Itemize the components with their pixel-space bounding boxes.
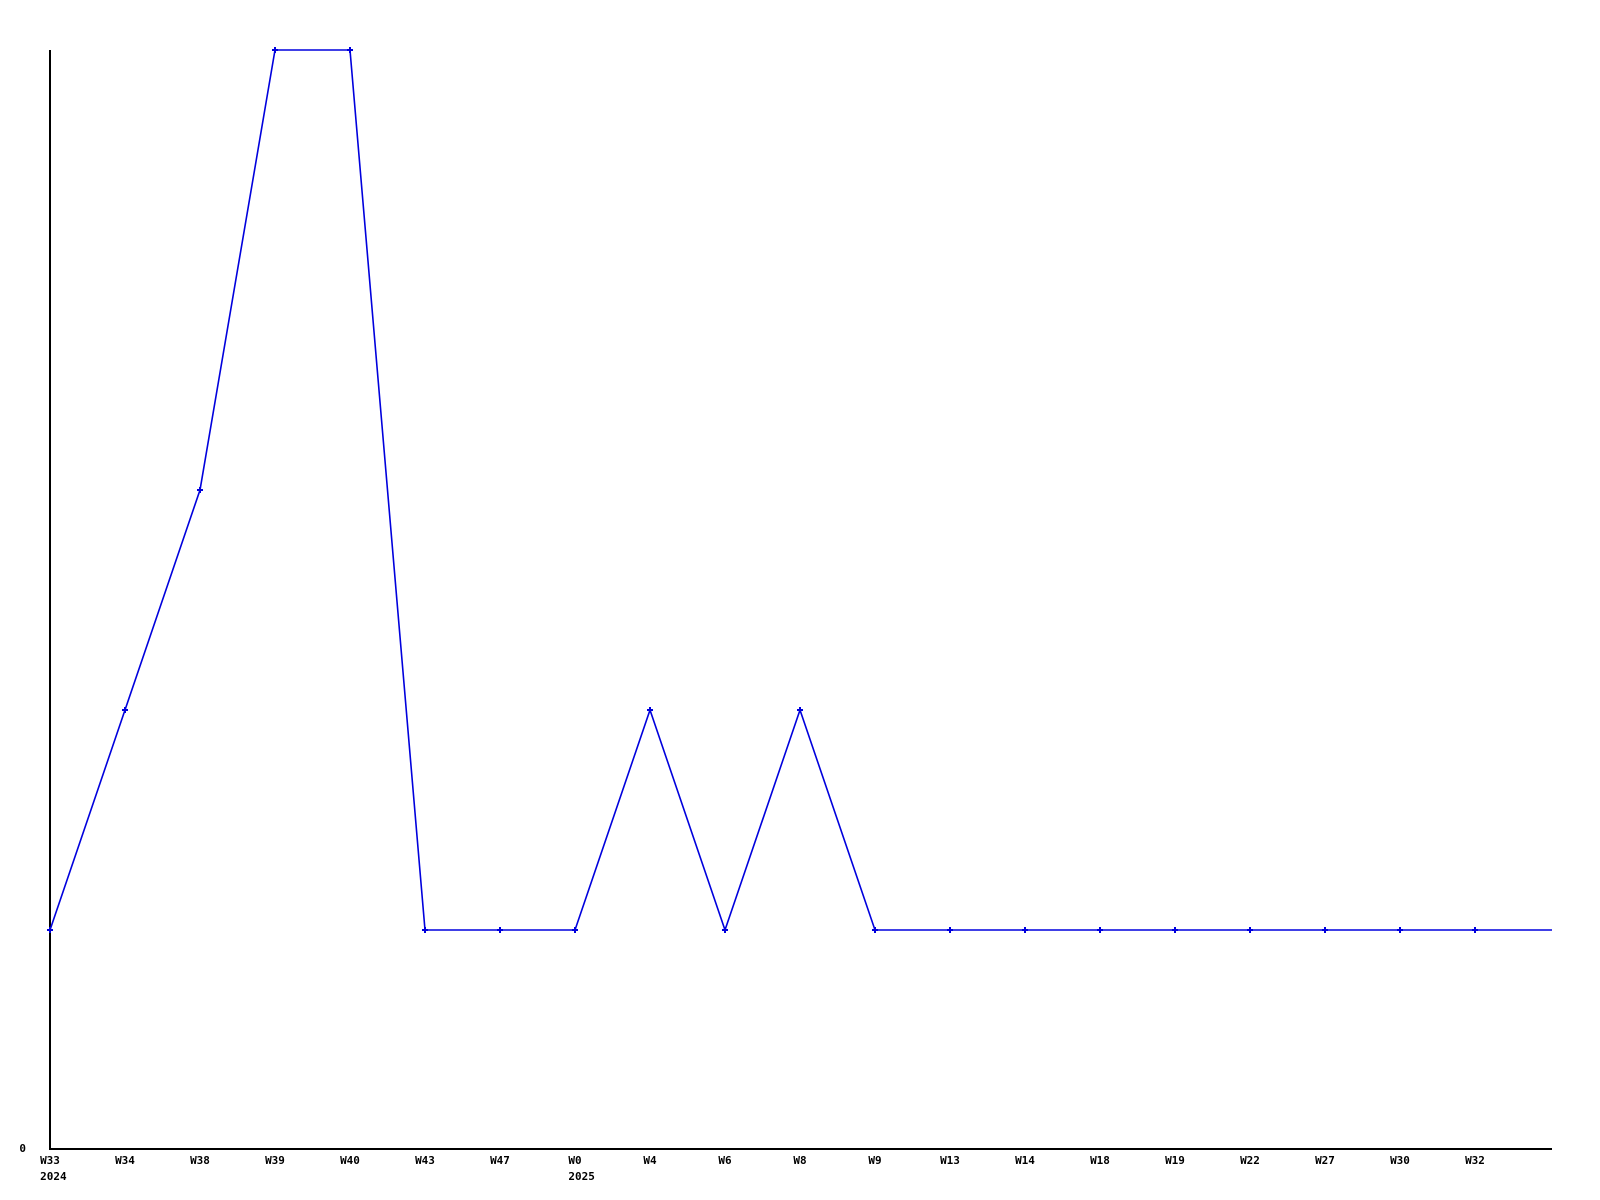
x-tick-label-w14: W14	[1015, 1154, 1035, 1167]
data-point-markers	[47, 47, 1478, 933]
x-tick-label-w8: W8	[793, 1154, 807, 1167]
x-tick-label-w27: W27	[1315, 1154, 1335, 1167]
x-tick-label-w34: W34	[115, 1154, 135, 1167]
x-tick-label-w18: W18	[1090, 1154, 1110, 1167]
x-tick-label-w43: W43	[415, 1154, 435, 1167]
x-tick-label-w0: W0	[568, 1154, 582, 1167]
x-tick-label-w4: W4	[643, 1154, 657, 1167]
x-tick-label-w30: W30	[1390, 1154, 1410, 1167]
x-tick-label-w32: W32	[1465, 1154, 1485, 1167]
x-tick-label-w22: W22	[1240, 1154, 1260, 1167]
x-year-label-2024: 2024	[40, 1170, 67, 1183]
x-tick-label-w19: W19	[1165, 1154, 1185, 1167]
x-tick-label-w47: W47	[490, 1154, 510, 1167]
x-tick-label-w38: W38	[190, 1154, 210, 1167]
x-tick-label-w6: W6	[718, 1154, 732, 1167]
x-year-label-2025: 2025	[568, 1170, 595, 1183]
y-axis-zero-label: 0	[19, 1142, 26, 1155]
x-tick-label-w40: W40	[340, 1154, 360, 1167]
x-tick-label-w39: W39	[265, 1154, 285, 1167]
x-tick-label-w13: W13	[940, 1154, 960, 1167]
x-tick-label-w33: W33	[40, 1154, 60, 1167]
x-tick-label-w9: W9	[868, 1154, 882, 1167]
data-line	[49, 49, 1552, 933]
